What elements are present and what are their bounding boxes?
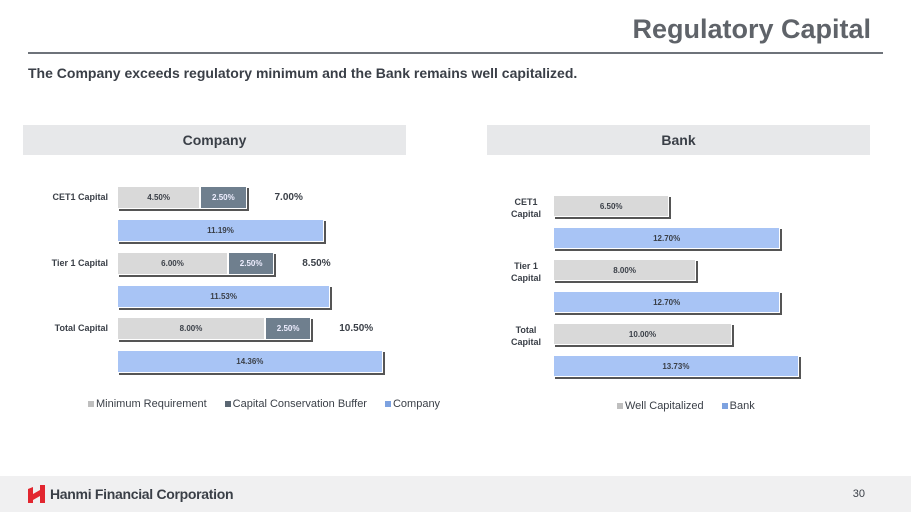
legend-label: Well Capitalized bbox=[625, 400, 704, 412]
well-capitalized-bar: 6.50% bbox=[553, 195, 670, 217]
bank-bar: 12.70% bbox=[553, 227, 781, 249]
page-subtitle: The Company exceeds regulatory minimum a… bbox=[28, 65, 578, 81]
category-label: CET1 Capital bbox=[511, 197, 542, 219]
title-divider bbox=[28, 52, 883, 54]
requirement-total-label: 10.50% bbox=[339, 323, 374, 334]
category-label: Total Capital bbox=[511, 325, 542, 347]
category-label: CET1 Capital bbox=[52, 192, 108, 202]
company-bar: 14.36% bbox=[117, 350, 383, 373]
company-bar: 11.53% bbox=[117, 285, 331, 308]
requirement-total-label: 7.00% bbox=[274, 192, 303, 203]
hanmi-logo-icon bbox=[28, 485, 45, 503]
legend-label: Company bbox=[392, 398, 441, 410]
legend-swatch-icon bbox=[721, 403, 728, 410]
minimum-requirement-bar: 4.50% bbox=[117, 186, 201, 209]
legend-item: Bank bbox=[721, 400, 755, 412]
bank-panel-header: Bank bbox=[487, 125, 870, 155]
conservation-buffer-bar: 2.50% bbox=[228, 252, 275, 275]
company-logo-text: Hanmi Financial Corporation bbox=[50, 486, 234, 502]
requirement-total-label: 8.50% bbox=[302, 258, 331, 269]
conservation-buffer-bar: 2.50% bbox=[265, 317, 312, 340]
well-capitalized-bar: 10.00% bbox=[553, 323, 732, 345]
category-label: Tier 1 Capital bbox=[511, 261, 542, 283]
bank-legend: Well Capitalized Bank bbox=[617, 400, 755, 412]
legend-label: Capital Conservation Buffer bbox=[232, 398, 367, 410]
minimum-requirement-bar: 8.00% bbox=[117, 317, 265, 340]
legend-swatch-icon bbox=[224, 401, 231, 408]
company-panel-header: Company bbox=[23, 125, 406, 155]
legend-swatch-icon bbox=[617, 403, 623, 410]
legend-item: Company bbox=[384, 398, 441, 410]
legend-item: Capital Conservation Buffer bbox=[224, 398, 367, 410]
page-title: Regulatory Capital bbox=[632, 14, 871, 44]
legend-swatch-icon bbox=[88, 401, 94, 408]
legend-swatch-icon bbox=[384, 401, 391, 408]
category-label: Tier 1 Capital bbox=[51, 258, 108, 268]
category-label: Total Capital bbox=[54, 323, 108, 333]
bank-bar: 12.70% bbox=[553, 291, 781, 313]
company-bar: 11.19% bbox=[117, 219, 324, 242]
well-capitalized-bar: 8.00% bbox=[553, 259, 697, 281]
legend-item: Well Capitalized bbox=[617, 400, 704, 412]
legend-label: Bank bbox=[729, 400, 755, 412]
footer-bar bbox=[0, 476, 911, 512]
bank-bar: 13.73% bbox=[553, 355, 799, 377]
legend-item: Minimum Requirement bbox=[88, 398, 207, 410]
legend-label: Minimum Requirement bbox=[96, 398, 207, 410]
conservation-buffer-bar: 2.50% bbox=[200, 186, 247, 209]
minimum-requirement-bar: 6.00% bbox=[117, 252, 228, 275]
company-legend: Minimum Requirement Capital Conservation … bbox=[88, 398, 440, 410]
page-number: 30 bbox=[852, 488, 865, 500]
